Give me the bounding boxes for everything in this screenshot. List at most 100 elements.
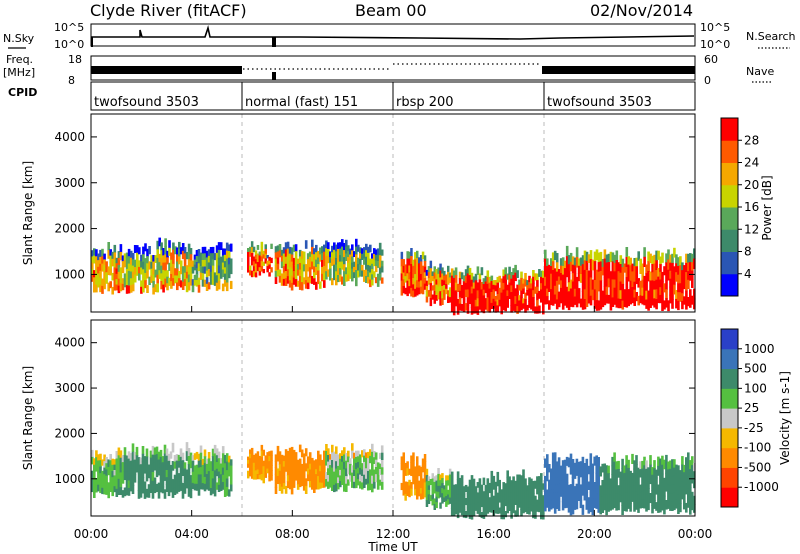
heatmap-cell <box>313 248 316 255</box>
heatmap-cell <box>191 460 195 467</box>
heatmap-cell <box>621 275 625 285</box>
heatmap-cell <box>201 458 205 466</box>
heatmap-cell <box>581 273 585 283</box>
heatmap-cell <box>280 486 284 494</box>
heatmap-cell <box>189 490 193 499</box>
heatmap-cell <box>669 460 672 470</box>
heatmap-cell <box>681 293 684 302</box>
heatmap-cell <box>443 485 446 490</box>
heatmap-cell <box>142 276 145 285</box>
heatmap-cell <box>152 274 155 282</box>
heatmap-cell <box>508 496 511 505</box>
heatmap-cell <box>480 501 484 508</box>
heatmap-cell <box>247 252 250 257</box>
heatmap-cell <box>427 290 431 297</box>
heatmap-cell <box>661 455 664 466</box>
heatmap-cell <box>203 266 207 274</box>
heatmap-cell <box>353 464 356 471</box>
heatmap-cell <box>268 264 271 269</box>
heatmap-cell <box>91 470 94 479</box>
heatmap-cell <box>490 498 494 506</box>
heatmap-cell <box>147 490 151 498</box>
heatmap-cell <box>115 257 119 264</box>
heatmap-cell <box>325 479 328 487</box>
heatmap-cell <box>474 306 478 314</box>
heatmap-cell <box>331 452 334 461</box>
heatmap-cell <box>512 500 515 508</box>
heatmap-cell <box>423 475 427 484</box>
heatmap-cell <box>629 280 632 289</box>
heatmap-cell <box>593 280 597 290</box>
heatmap-cell <box>532 511 535 519</box>
power-heatmap <box>91 114 696 316</box>
heatmap-cell <box>633 258 636 267</box>
heatmap-cell <box>506 284 509 291</box>
heatmap-cell <box>458 271 462 279</box>
heatmap-cell <box>488 482 492 489</box>
heatmap-cell <box>181 266 185 275</box>
heatmap-cell <box>298 249 302 258</box>
heatmap-cell <box>464 484 468 492</box>
heatmap-cell <box>258 455 262 461</box>
heatmap-cell <box>111 458 114 466</box>
heatmap-cell <box>498 293 501 301</box>
heatmap-cell <box>313 460 316 468</box>
heatmap-cell <box>641 499 644 509</box>
heatmap-cell <box>675 482 678 492</box>
heatmap-cell <box>400 463 404 471</box>
heatmap-cell <box>317 264 320 272</box>
heatmap-cell <box>101 285 104 294</box>
heatmap-cell <box>327 481 330 489</box>
heatmap-cell <box>691 295 694 305</box>
heatmap-cell <box>605 262 609 272</box>
heatmap-cell <box>655 477 658 487</box>
heatmap-cell <box>195 262 199 269</box>
heatmap-cell <box>595 464 598 474</box>
heatmap-cell <box>369 258 372 267</box>
heatmap-cell <box>207 255 211 264</box>
heatmap-cell <box>595 490 598 501</box>
heatmap-cell <box>484 484 488 492</box>
colorbar-swatch <box>721 229 738 252</box>
heatmap-cell <box>494 494 498 501</box>
heatmap-cell <box>575 500 579 510</box>
heatmap-cell <box>657 493 660 504</box>
heatmap-cell <box>349 463 352 471</box>
heatmap-cell <box>173 487 177 495</box>
heatmap-cell <box>635 482 638 492</box>
heatmap-cell <box>573 470 577 479</box>
heatmap-cell <box>565 456 569 466</box>
heatmap-cell <box>651 497 654 506</box>
heatmap-cell <box>254 268 258 273</box>
heatmap-cell <box>553 277 557 287</box>
heatmap-cell <box>160 250 163 259</box>
heatmap-cell <box>185 271 189 279</box>
heatmap-cell <box>623 488 626 497</box>
heatmap-cell <box>427 480 431 486</box>
heatmap-cell <box>195 483 199 491</box>
nave-tick-high: 60 <box>704 53 718 66</box>
heatmap-cell <box>418 281 421 289</box>
heatmap-cell <box>671 290 674 300</box>
heatmap-cell <box>359 264 362 271</box>
heatmap-cell <box>179 481 183 491</box>
heatmap-cell <box>201 483 205 490</box>
heatmap-cell <box>609 300 613 311</box>
heatmap-cell <box>129 483 133 492</box>
heatmap-cell <box>266 263 269 267</box>
heatmap-cell <box>298 479 302 488</box>
heatmap-cell <box>131 460 135 469</box>
heatmap-cell <box>250 458 254 464</box>
heatmap-cell <box>215 282 219 291</box>
heatmap-cell <box>292 257 296 266</box>
heatmap-cell <box>419 466 423 473</box>
heatmap-cell <box>270 455 273 461</box>
heatmap-cell <box>421 491 425 499</box>
heatmap-cell <box>321 266 324 275</box>
heatmap-cell <box>528 495 531 503</box>
heatmap-cell <box>555 290 559 300</box>
heatmap-cell <box>131 278 135 285</box>
heatmap-cell <box>506 477 509 486</box>
heatmap-cell <box>181 274 185 283</box>
heatmap-cell <box>502 511 505 520</box>
